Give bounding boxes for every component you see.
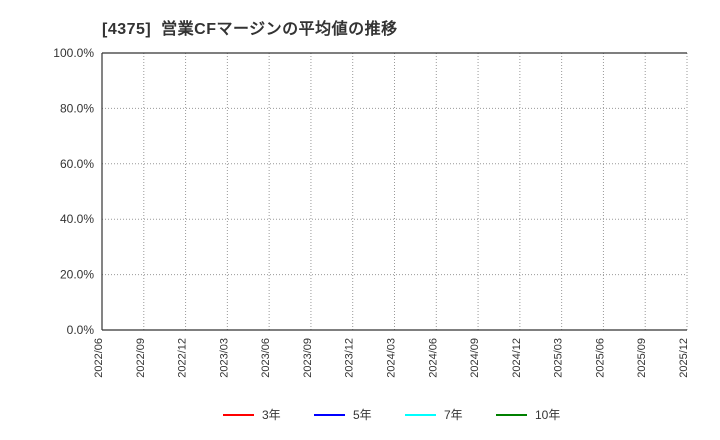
svg-text:2023/03: 2023/03	[218, 338, 230, 378]
svg-text:10年: 10年	[535, 408, 560, 422]
svg-text:2022/06: 2022/06	[93, 338, 105, 378]
svg-text:2025/06: 2025/06	[594, 338, 606, 378]
svg-text:7年: 7年	[444, 408, 463, 422]
svg-text:2022/12: 2022/12	[177, 338, 189, 378]
svg-text:5年: 5年	[353, 408, 372, 422]
svg-text:2024/09: 2024/09	[469, 338, 481, 378]
svg-text:2023/12: 2023/12	[344, 338, 356, 378]
svg-text:0.0%: 0.0%	[67, 323, 95, 337]
svg-text:40.0%: 40.0%	[60, 212, 94, 226]
svg-text:3年: 3年	[262, 408, 281, 422]
svg-text:2025/09: 2025/09	[636, 338, 648, 378]
svg-text:60.0%: 60.0%	[60, 157, 94, 171]
svg-text:20.0%: 20.0%	[60, 268, 94, 282]
svg-text:2024/06: 2024/06	[427, 338, 439, 378]
svg-text:2025/12: 2025/12	[678, 338, 690, 378]
svg-text:2023/06: 2023/06	[260, 338, 272, 378]
svg-text:2025/03: 2025/03	[553, 338, 565, 378]
svg-text:80.0%: 80.0%	[60, 101, 94, 115]
svg-text:2024/03: 2024/03	[386, 338, 398, 378]
svg-text:2023/09: 2023/09	[302, 338, 314, 378]
svg-text:2024/12: 2024/12	[511, 338, 523, 378]
svg-text:100.0%: 100.0%	[53, 46, 94, 60]
svg-text:2022/09: 2022/09	[135, 338, 147, 378]
